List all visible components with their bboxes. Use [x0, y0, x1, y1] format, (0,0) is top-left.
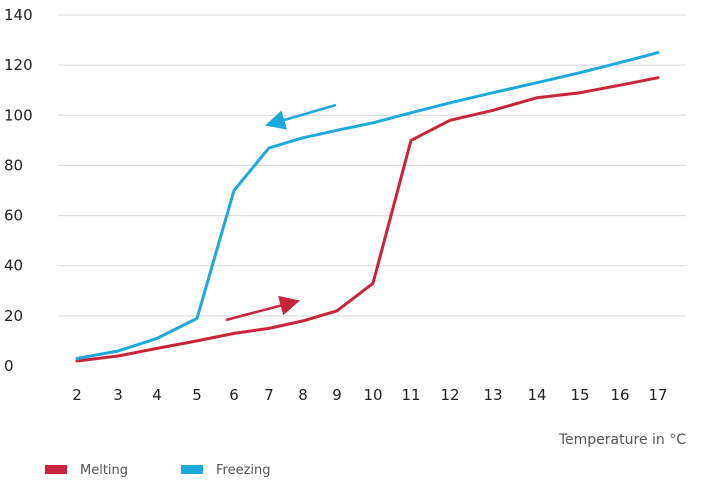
series-line-freezing	[75, 51, 660, 360]
x-tick-label: 2	[72, 386, 82, 404]
gridlines	[58, 14, 686, 317]
x-axis-label: Temperature in °C	[558, 432, 686, 448]
x-tick-label: 16	[610, 386, 629, 404]
direction-arrows	[225, 103, 337, 322]
freezing-direction-arrow	[265, 103, 337, 130]
y-tick-label: 140	[4, 6, 33, 24]
x-tick-label: 4	[152, 386, 162, 404]
legend-label-melting: Melting	[80, 463, 128, 478]
x-tick-label: 11	[401, 386, 420, 404]
y-tick-label: 60	[4, 207, 23, 225]
x-tick-label: 12	[440, 386, 459, 404]
x-tick-label: 17	[648, 386, 667, 404]
y-tick-label: 80	[4, 156, 23, 174]
x-tick-label: 15	[570, 386, 589, 404]
y-tick-label: 20	[4, 307, 23, 325]
series-lines	[75, 51, 660, 363]
x-tick-label: 5	[192, 386, 202, 404]
x-tick-label: 13	[483, 386, 502, 404]
legend-label-freezing: Freezing	[216, 463, 271, 478]
legend: Melting Freezing	[45, 463, 271, 478]
y-tick-label: 40	[4, 257, 23, 275]
y-tick-label: 120	[4, 56, 33, 74]
x-tick-label: 3	[113, 386, 123, 404]
x-axis-ticks: 2 3 4 5 6 7 8 9 10 11 12 13 14 15 16 17	[72, 386, 667, 404]
x-tick-label: 8	[298, 386, 308, 404]
melting-direction-arrow	[225, 295, 300, 322]
x-tick-label: 14	[527, 386, 546, 404]
legend-swatch-melting	[45, 465, 67, 474]
x-tick-label: 7	[264, 386, 274, 404]
x-tick-label: 10	[363, 386, 382, 404]
y-axis-ticks: 0 20 40 60 80 100 120 140	[4, 6, 33, 375]
x-tick-label: 9	[332, 386, 342, 404]
series-line-melting	[75, 76, 660, 363]
y-tick-label: 100	[4, 106, 33, 124]
y-tick-label: 0	[4, 357, 14, 375]
x-tick-label: 6	[229, 386, 239, 404]
legend-swatch-freezing	[181, 465, 203, 474]
